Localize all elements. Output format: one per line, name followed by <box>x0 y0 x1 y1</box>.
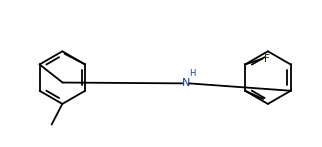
Text: F: F <box>264 54 270 64</box>
Text: N: N <box>182 78 190 88</box>
Text: H: H <box>189 69 195 78</box>
